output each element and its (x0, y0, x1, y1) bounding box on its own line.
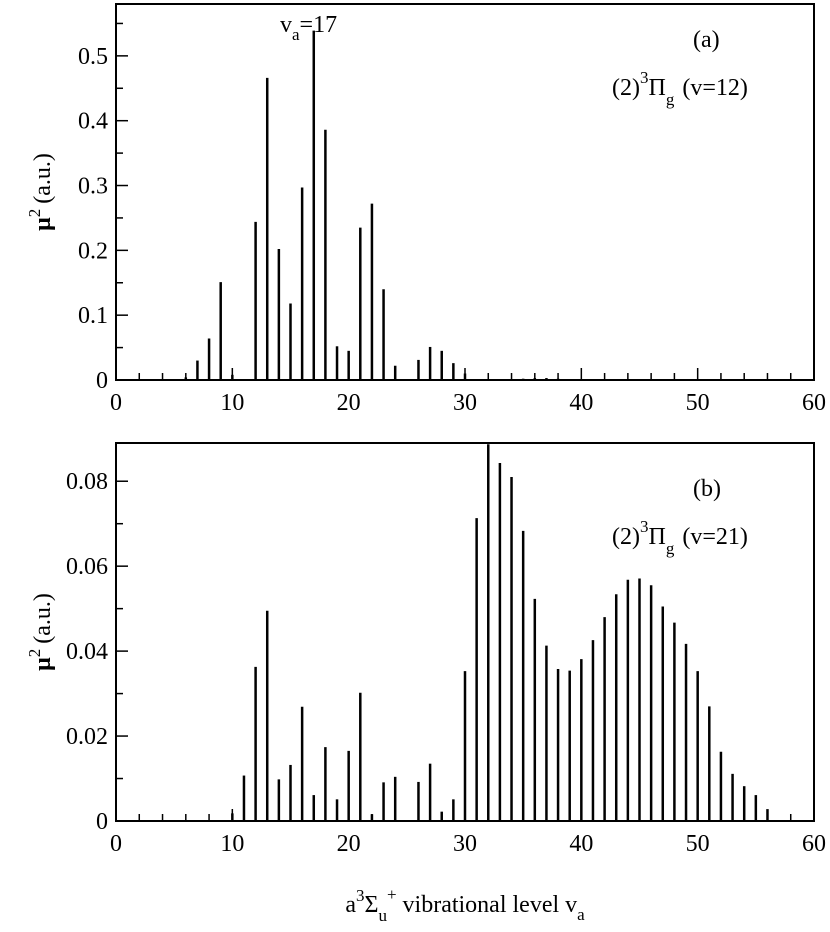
panelB-x-tick-label: 0 (110, 831, 122, 857)
panelB-x-tick-label: 40 (569, 831, 593, 857)
panel-b-label: (b) (693, 476, 721, 502)
panelB-x-tick-label: 30 (453, 831, 477, 857)
panelA-x-tick-label: 30 (453, 390, 477, 416)
panelA-x-tick-label: 10 (220, 390, 244, 416)
panel-a-peak-annotation: va=17 (280, 12, 337, 44)
panelB-x-tick-label: 50 (686, 831, 710, 857)
panel-b-y-axis-title: μ2(a.u.) (25, 593, 56, 671)
panelA-x-tick-label: 0 (110, 390, 122, 416)
panelB-y-tick-label: 0.04 (66, 639, 108, 665)
panelB-x-tick-label: 20 (337, 831, 361, 857)
panelB-y-tick-label: 0 (96, 809, 108, 835)
panelB-x-tick-label: 60 (802, 831, 826, 857)
panelB-y-tick-label: 0.02 (66, 724, 108, 750)
panelA-x-tick-label: 40 (569, 390, 593, 416)
panelA-y-tick-label: 0.1 (78, 303, 108, 329)
panel-b-bars (231, 444, 769, 821)
panelA-y-tick-label: 0.2 (78, 238, 108, 264)
panelA-x-tick-label: 50 (686, 390, 710, 416)
panel-b: 0 10 20 30 40 50 60 0 0.02 0.04 0.06 0.08 (b) (2)3Π… (25, 442, 826, 925)
panelB-y-tick-label: 0.08 (66, 469, 108, 495)
panel-a-label: (a) (693, 27, 720, 53)
panel-a-bars (184, 30, 560, 380)
panel-b-state-label: (2)3Πg (v=21) (612, 517, 748, 558)
panelA-y-tick-label: 0.5 (78, 44, 108, 70)
panel-a-y-axis-title: μ2(a.u.) (25, 153, 56, 231)
panelA-y-tick-label: 0.4 (78, 109, 108, 135)
panel-a-tick-labels: 0 10 20 30 40 50 60 0 0.1 0.2 0.3 0.4 0.5 (78, 44, 826, 416)
x-axis-title: a3Σu+ vibrational level va (345, 885, 585, 925)
panelA-y-tick-label: 0.3 (78, 174, 108, 200)
panelA-x-tick-label: 60 (802, 390, 826, 416)
panel-a: 0 10 20 30 40 50 60 0 0.1 0.2 0.3 0.4 0.5 (a) (2)3Πg… (25, 3, 826, 416)
panel-a-state-label: (2)3Πg (v=12) (612, 68, 748, 109)
panelA-x-tick-label: 20 (337, 390, 361, 416)
panelA-y-tick-label: 0 (96, 368, 108, 394)
panel-b-tick-labels: 0 10 20 30 40 50 60 0 0.02 0.04 0.06 0.08 (66, 469, 826, 857)
panelB-y-tick-label: 0.06 (66, 554, 108, 580)
panelB-x-tick-label: 10 (220, 831, 244, 857)
